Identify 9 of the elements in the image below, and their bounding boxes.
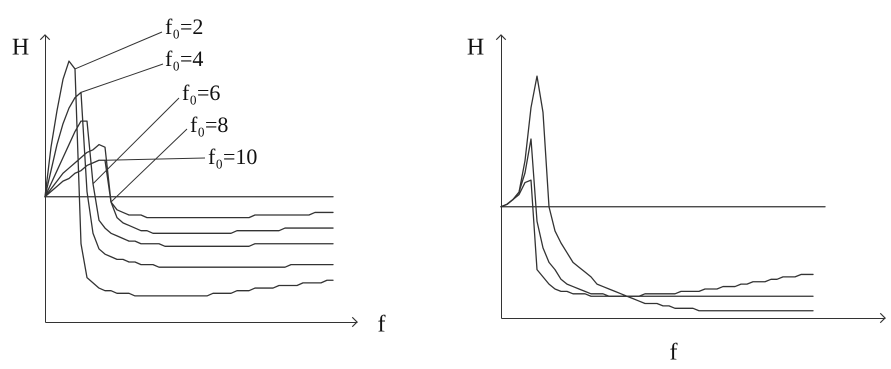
x-axis-title: f <box>378 312 386 338</box>
annotation: f₀=4 <box>165 46 204 71</box>
annotation: f₀=10 <box>208 144 258 169</box>
y-axis-title: H <box>466 34 484 60</box>
y-axis-title: H <box>12 34 30 60</box>
annotation: f₀=6 <box>182 80 220 105</box>
annotation: f₀=8 <box>190 112 228 137</box>
text: f₀=2 <box>165 14 204 39</box>
x-axis-title: f <box>670 340 678 366</box>
